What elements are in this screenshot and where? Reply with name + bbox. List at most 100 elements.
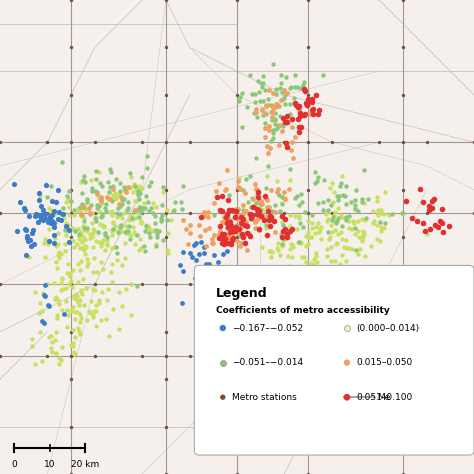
Point (304, 210, 312, 217)
Point (201, 208, 208, 216)
Point (11, 180, 18, 188)
Point (402, 197, 410, 204)
Point (259, 73, 267, 80)
Point (87, 176, 95, 184)
Point (304, 95, 312, 103)
Point (330, 217, 338, 225)
Point (241, 189, 248, 197)
Point (97, 213, 105, 221)
Point (145, 208, 152, 215)
Point (177, 198, 184, 206)
Point (134, 205, 142, 213)
Point (375, 138, 383, 146)
Point (76, 318, 83, 326)
Point (162, 186, 170, 193)
Point (45, 204, 53, 211)
Point (213, 187, 220, 195)
Point (28, 342, 36, 350)
Point (281, 210, 288, 217)
Point (13, 228, 21, 235)
Point (86, 234, 94, 241)
Point (232, 224, 240, 231)
Point (143, 222, 150, 230)
Point (328, 138, 336, 146)
Point (279, 233, 286, 241)
Point (304, 281, 312, 288)
Point (116, 225, 123, 233)
Point (58, 274, 65, 282)
Point (292, 101, 300, 109)
Point (304, 44, 312, 51)
Point (98, 289, 106, 296)
Point (275, 102, 283, 109)
Point (328, 257, 335, 264)
Point (60, 285, 67, 293)
Point (129, 188, 137, 195)
Point (227, 222, 234, 229)
Point (217, 206, 224, 214)
Point (301, 208, 309, 215)
Point (190, 241, 197, 249)
Point (109, 225, 117, 233)
Point (246, 232, 254, 240)
Point (98, 182, 106, 190)
Point (77, 257, 84, 264)
Point (164, 249, 172, 256)
Point (127, 231, 135, 238)
Point (138, 281, 146, 288)
Point (399, 91, 407, 99)
Point (306, 110, 314, 118)
Point (282, 118, 289, 126)
Point (124, 204, 131, 212)
Point (44, 281, 51, 288)
Point (313, 91, 320, 98)
Point (425, 207, 432, 214)
Point (104, 285, 112, 292)
Point (272, 91, 279, 98)
Point (31, 288, 39, 296)
Point (324, 215, 332, 223)
Point (434, 223, 442, 230)
Point (64, 194, 72, 202)
Point (399, 0, 407, 4)
Point (31, 241, 38, 248)
Point (237, 213, 245, 221)
Point (251, 181, 258, 188)
Point (75, 230, 82, 237)
Point (151, 212, 159, 220)
Point (304, 218, 312, 225)
Point (97, 196, 105, 204)
Point (67, 233, 75, 241)
Point (186, 222, 193, 229)
Point (426, 225, 434, 233)
Point (328, 216, 336, 224)
Point (154, 233, 161, 241)
Point (108, 168, 115, 175)
Point (210, 211, 218, 219)
Point (221, 235, 229, 243)
Point (200, 249, 208, 256)
Point (137, 205, 145, 212)
Point (233, 328, 241, 336)
Point (256, 205, 264, 213)
Point (249, 202, 257, 210)
Point (308, 225, 316, 232)
Point (58, 306, 66, 314)
Point (162, 328, 170, 336)
Point (264, 196, 271, 203)
Point (322, 209, 329, 216)
Point (105, 188, 113, 195)
Point (116, 200, 123, 208)
Point (37, 216, 45, 223)
Point (142, 204, 149, 212)
Point (55, 360, 63, 368)
Point (334, 192, 341, 200)
Point (352, 246, 360, 254)
Point (335, 230, 342, 237)
Point (45, 225, 53, 233)
Point (59, 210, 67, 218)
Point (43, 193, 50, 201)
Point (109, 261, 116, 268)
Point (239, 233, 246, 241)
Point (308, 96, 316, 103)
